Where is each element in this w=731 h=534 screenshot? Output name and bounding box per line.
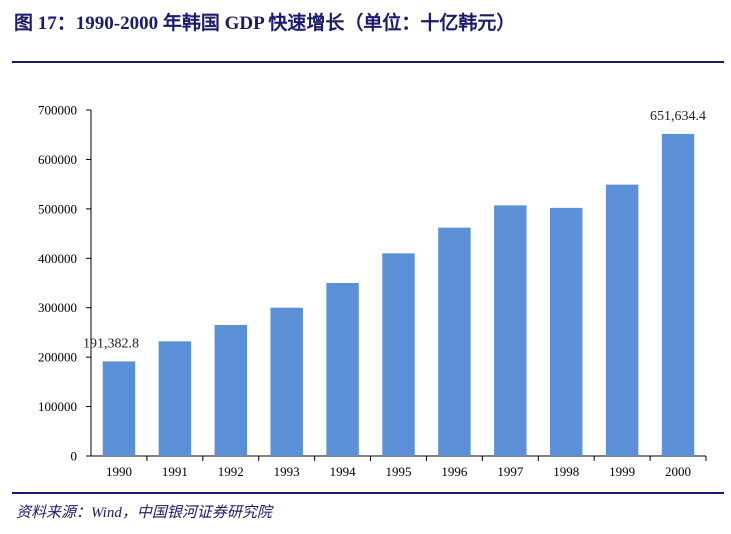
x-tick-label: 1992 <box>218 464 244 479</box>
chart-title: 图 17：1990-2000 年韩国 GDP 快速增长（单位：十亿韩元） <box>14 13 516 34</box>
x-tick-label: 1999 <box>609 464 635 479</box>
y-tick-label: 700000 <box>38 103 77 118</box>
bar-1998 <box>550 207 583 456</box>
bar-1992 <box>214 325 247 456</box>
y-tick-label: 100000 <box>38 399 77 414</box>
bar-1995 <box>382 253 415 456</box>
data-label-1990: 191,382.8 <box>83 336 139 351</box>
source-divider <box>12 492 724 494</box>
title-divider <box>12 61 724 63</box>
y-tick-label: 400000 <box>38 251 77 266</box>
bar-1996 <box>438 227 471 456</box>
x-tick-label: 1991 <box>162 464 188 479</box>
y-tick-label: 300000 <box>38 300 77 315</box>
y-tick-label: 200000 <box>38 350 77 365</box>
x-tick-label: 1998 <box>553 464 579 479</box>
source-note: 资料来源：Wind，中国银河证券研究院 <box>16 505 272 521</box>
bar-1993 <box>270 307 303 456</box>
x-tick-label: 1996 <box>441 464 468 479</box>
x-tick-label: 1990 <box>106 464 132 479</box>
x-tick-label: 1997 <box>497 464 524 479</box>
x-tick-label: 2000 <box>665 464 691 479</box>
y-tick-label: 0 <box>71 449 78 464</box>
bar-1991 <box>158 341 192 456</box>
x-tick-label: 1995 <box>386 464 412 479</box>
bar-1990 <box>102 361 136 456</box>
y-tick-label: 600000 <box>38 152 77 167</box>
bar-1999 <box>605 184 639 456</box>
data-label-2000: 651,634.4 <box>650 109 706 124</box>
x-tick-label: 1994 <box>330 464 357 479</box>
bar-1994 <box>326 283 359 456</box>
x-tick-label: 1993 <box>274 464 300 479</box>
bar-2000 <box>661 133 695 456</box>
y-tick-label: 500000 <box>38 201 77 216</box>
bar-1997 <box>494 205 527 456</box>
